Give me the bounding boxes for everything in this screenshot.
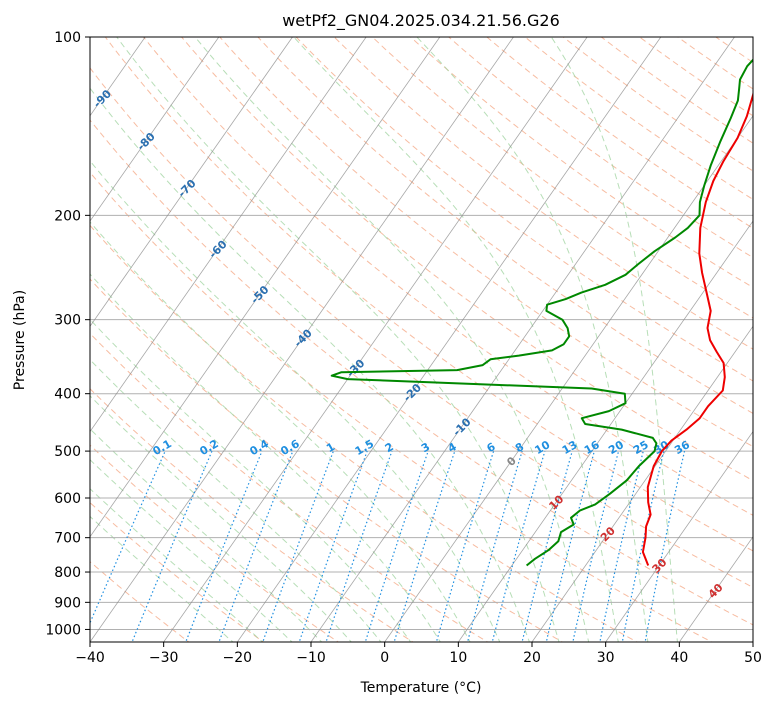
isotherm-line: [90, 37, 441, 538]
mixing-ratio-line: [364, 450, 429, 642]
x-axis-ticks: −40 −30 −20 −10 0 10 20 30 40 50: [75, 642, 762, 666]
pressure-gridlines: [90, 37, 753, 630]
isotherm-line: [163, 37, 588, 642]
moist-adiabat-line: [90, 160, 501, 642]
mixing-ratio-line: [599, 450, 644, 642]
mixing-ratio-line: [435, 450, 495, 642]
x-axis-label: Temperature (°C): [360, 680, 482, 696]
dry-adiabat-line: [219, 37, 753, 448]
moist-adiabat-line: [90, 221, 471, 642]
x-tick-label: 50: [744, 650, 762, 666]
dry-adiabat-line: [371, 37, 753, 319]
mixing-ratio-line: [185, 450, 263, 642]
isotherm-line: [237, 37, 662, 642]
isotherm-line: [679, 536, 753, 642]
y-tick-label: 800: [54, 565, 81, 581]
x-tick-label: 10: [449, 650, 467, 666]
x-tick-label: −30: [149, 650, 179, 666]
mixing-ratio-line: [621, 450, 665, 642]
x-tick-label: 0: [380, 650, 389, 666]
temperature-series-line: [641, 90, 753, 566]
mixing-ratio-line: [393, 450, 456, 642]
x-tick-label: 40: [670, 650, 688, 666]
mixing-ratio-line: [131, 450, 213, 642]
sounding-series: [330, 58, 753, 567]
moist-adiabat-line: [90, 395, 352, 642]
y-tick-label: 1000: [45, 622, 81, 638]
chart-title: wetPf2_GN04.2025.034.21.56.G26: [282, 11, 560, 31]
y-tick-label: 600: [54, 491, 81, 507]
isotherm-line: [90, 37, 293, 327]
dewpoint-series-line: [330, 58, 753, 567]
mixing-ratio-line: [644, 450, 686, 642]
y-tick-label: 400: [54, 387, 81, 403]
y-tick-label: 100: [54, 30, 81, 46]
y-tick-label: 200: [54, 208, 81, 224]
isotherm-line: [90, 37, 514, 642]
y-tick-label: 900: [54, 595, 81, 611]
dry-adiabat-line: [90, 67, 753, 588]
y-tick-label: 700: [54, 531, 81, 547]
x-tick-label: 20: [523, 650, 541, 666]
isotherm-line: [90, 37, 367, 433]
y-axis-ticks: 1000 900 800 700 600 500 400 300 200 100: [45, 30, 90, 638]
isotherm-line: [90, 37, 220, 222]
mixing-ratio-line: [262, 450, 334, 642]
mixing-ratio-line: [325, 450, 393, 642]
y-tick-label: 500: [54, 444, 81, 460]
mixing-ratio-lines: [90, 450, 686, 642]
isotherm-line: [531, 325, 753, 642]
y-tick-label: 300: [54, 313, 81, 329]
mixing-ratio-line: [521, 450, 573, 642]
y-axis-label: Pressure (hPa): [12, 290, 28, 390]
dry-adiabat-line: [295, 37, 753, 382]
mixing-ratio-line: [298, 450, 368, 642]
mixing-ratio-line: [218, 450, 294, 642]
x-tick-label: −40: [75, 650, 105, 666]
x-tick-label: −10: [296, 650, 326, 666]
dry-adiabat-line: [409, 37, 753, 289]
isotherm-line: [605, 430, 753, 642]
mixing-ratio-line: [466, 450, 523, 642]
isotherm-line: [458, 220, 753, 642]
isotherm-line: [310, 37, 735, 642]
mixing-ratio-line: [545, 450, 595, 642]
x-tick-label: −20: [223, 650, 253, 666]
plot-area: 0.10.20.40.611.52346810131620253036-100-…: [90, 37, 753, 642]
dry-adiabat-line: [257, 37, 753, 414]
plot-frame: [89, 36, 754, 643]
x-tick-label: 30: [597, 650, 615, 666]
dry-adiabat-line: [90, 171, 713, 642]
mixing-ratio-line: [491, 450, 546, 642]
